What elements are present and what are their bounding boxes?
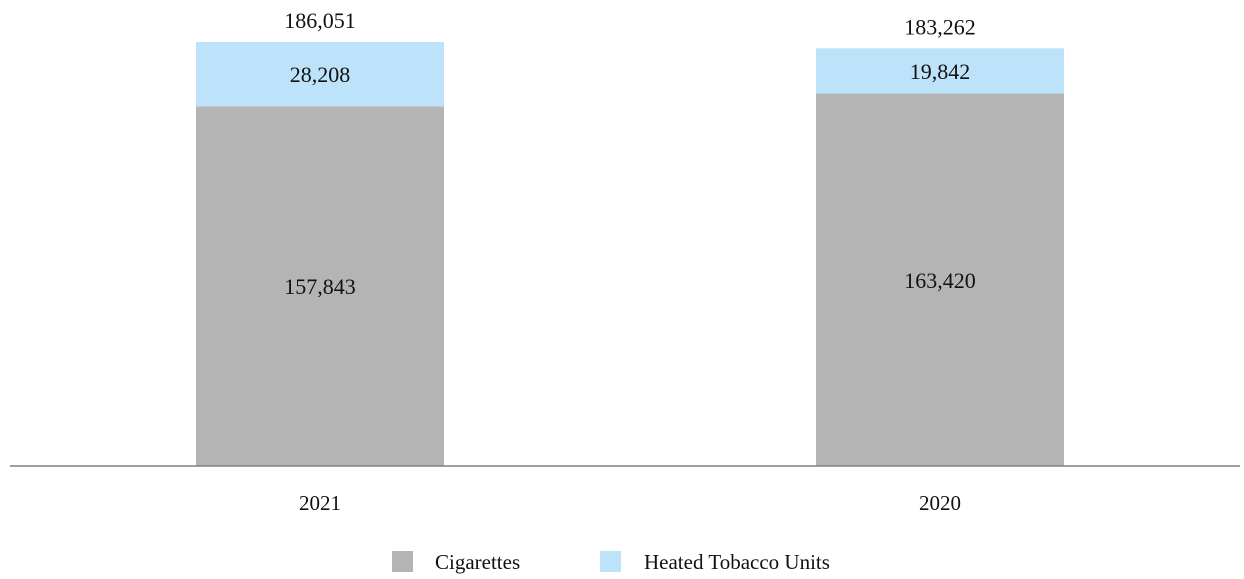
data-label-heated-tobacco-units-2020: 19,842 xyxy=(910,59,971,84)
total-label-2020: 183,262 xyxy=(904,14,976,39)
x-tick-label-2021: 2021 xyxy=(299,491,341,515)
segment-labels-layer: 157,843 28,208 163,420 19,842 xyxy=(284,59,976,299)
total-labels-layer: 186,051 183,262 xyxy=(284,8,976,39)
legend-swatch-heated-tobacco-units xyxy=(600,551,621,572)
data-label-cigarettes-2020: 163,420 xyxy=(904,268,976,293)
bar-heated-tobacco-units-2021 xyxy=(196,42,444,107)
bar-heated-tobacco-units-2020 xyxy=(816,48,1064,94)
total-label-2021: 186,051 xyxy=(284,8,356,33)
legend-label-cigarettes: Cigarettes xyxy=(435,550,520,574)
x-tick-label-2020: 2020 xyxy=(919,491,961,515)
bar-cigarettes-2020 xyxy=(816,93,1064,467)
bar-cigarettes-2021 xyxy=(196,106,444,466)
x-axis-tick-labels: 2021 2020 xyxy=(299,491,961,515)
bars-layer xyxy=(196,42,1064,467)
legend: Cigarettes Heated Tobacco Units xyxy=(392,550,830,574)
data-label-cigarettes-2021: 157,843 xyxy=(284,274,356,299)
legend-label-heated-tobacco-units: Heated Tobacco Units xyxy=(644,550,830,574)
data-label-heated-tobacco-units-2021: 28,208 xyxy=(290,62,351,87)
legend-swatch-cigarettes xyxy=(392,551,413,572)
